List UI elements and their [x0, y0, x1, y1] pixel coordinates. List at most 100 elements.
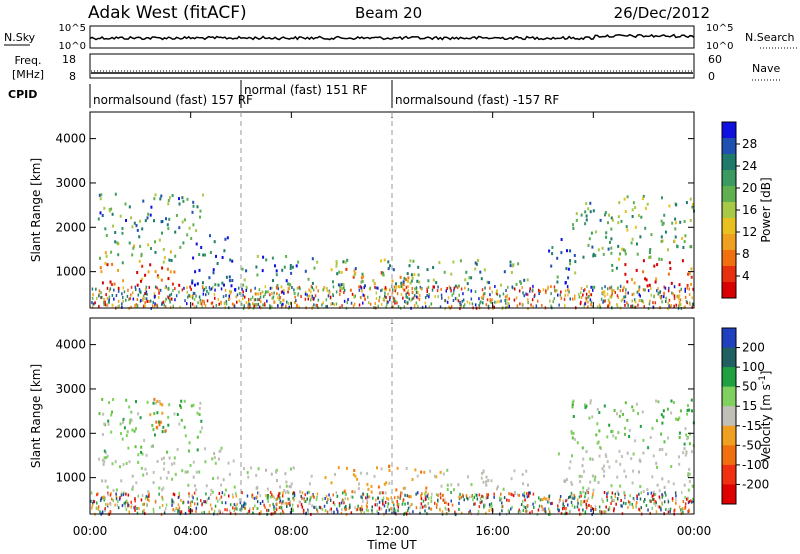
power-cell: [496, 293, 499, 296]
power-cell: [386, 302, 388, 306]
velocity-cell: [260, 510, 262, 514]
power-cell: [186, 302, 188, 306]
power-cell: [644, 277, 647, 281]
power-cell: [385, 295, 387, 299]
velocity-cell: [514, 492, 517, 496]
power-cell: [315, 285, 318, 289]
power-cell: [196, 282, 199, 286]
velocity-cell: [582, 500, 585, 504]
power-cell: [136, 305, 138, 309]
velocity-cell: [506, 498, 508, 502]
velocity-cell: [636, 494, 638, 498]
power-cell: [663, 285, 665, 289]
velocity-cell: [213, 509, 216, 513]
velocity-cell: [330, 507, 332, 511]
power-cell: [471, 302, 474, 306]
power-cell: [374, 285, 376, 289]
velocity-cell: [410, 503, 413, 507]
velocity-cell: [567, 503, 569, 507]
velocity-cell: [570, 481, 573, 485]
power-cell: [295, 264, 298, 268]
velocity-cell: [99, 498, 102, 502]
velocity-cell: [313, 506, 316, 509]
velocity-cell: [474, 493, 477, 497]
velocity-cell: [95, 506, 98, 510]
velocity-cell: [212, 477, 214, 480]
power-cell: [145, 287, 147, 291]
velocity-cell: [387, 502, 390, 506]
power-cell: [646, 284, 649, 288]
power-cell: [505, 289, 507, 292]
power-cell: [165, 217, 167, 221]
power-cell: [638, 285, 640, 289]
power-cell: [163, 303, 165, 307]
power-cell: [258, 305, 261, 309]
power-cell: [253, 298, 256, 302]
power-cell: [361, 279, 364, 283]
velocity-cell: [688, 442, 691, 446]
power-cell: [593, 285, 596, 289]
velocity-cell: [563, 479, 566, 483]
power-cell: [136, 271, 139, 274]
power-cell: [153, 294, 156, 298]
power-cell: [479, 270, 482, 274]
velocity-cell: [244, 502, 247, 506]
power-cell: [174, 254, 177, 258]
velocity-cell: [644, 498, 646, 501]
power-cell: [529, 287, 531, 291]
velocity-cell: [144, 467, 147, 471]
velocity-cell: [657, 505, 659, 509]
power-cell: [400, 285, 403, 288]
power-cell: [631, 304, 633, 308]
velocity-cell: [601, 467, 604, 471]
velocity-cell: [131, 428, 134, 432]
velocity-cell: [127, 446, 130, 450]
velocity-cell: [623, 432, 626, 436]
power-cell: [575, 212, 578, 216]
velocity-cell: [242, 503, 245, 507]
velocity-cell: [128, 460, 131, 464]
power-cell: [337, 283, 340, 287]
velocity-cell: [264, 505, 266, 509]
power-cell: [198, 295, 201, 299]
power-cell: [134, 304, 136, 308]
power-cell: [236, 293, 239, 297]
power-cell: [624, 263, 627, 267]
velocity-cell: [285, 501, 287, 505]
power-cell: [412, 296, 415, 300]
velocity-cell: [667, 436, 670, 440]
velocity-cell: [500, 492, 502, 496]
power-cell: [241, 302, 243, 306]
velocity-cell: [678, 505, 681, 509]
power-cell: [141, 277, 144, 281]
power-cell: [389, 298, 391, 302]
velocity-cell: [351, 490, 354, 494]
power-cell: [650, 293, 652, 297]
velocity-cell: [565, 499, 567, 503]
velocity-cell: [442, 498, 444, 502]
velocity-cell: [393, 507, 395, 511]
velocity-cell: [97, 507, 100, 511]
power-cell: [144, 292, 146, 296]
velocity-cell: [163, 456, 165, 460]
power-cell: [326, 304, 328, 308]
power-cell: [384, 294, 386, 298]
velocity-cell: [642, 490, 645, 494]
power-cell: [130, 285, 133, 289]
velocity-cell: [125, 492, 127, 496]
power-cell: [253, 303, 256, 307]
power-cell: [659, 294, 661, 298]
power-cell: [531, 298, 534, 302]
velocity-cell: [134, 497, 136, 501]
power-cell: [667, 272, 670, 276]
velocity-cell: [477, 510, 480, 513]
velocity-cell: [623, 469, 626, 473]
power-cell: [688, 272, 691, 275]
velocity-cell: [116, 503, 118, 507]
velocity-cell: [135, 427, 137, 431]
velocity-cell: [390, 496, 392, 500]
power-cell: [566, 249, 568, 253]
velocity-cell: [366, 495, 369, 499]
power-cell: [411, 287, 413, 290]
power-cell: [308, 288, 311, 292]
